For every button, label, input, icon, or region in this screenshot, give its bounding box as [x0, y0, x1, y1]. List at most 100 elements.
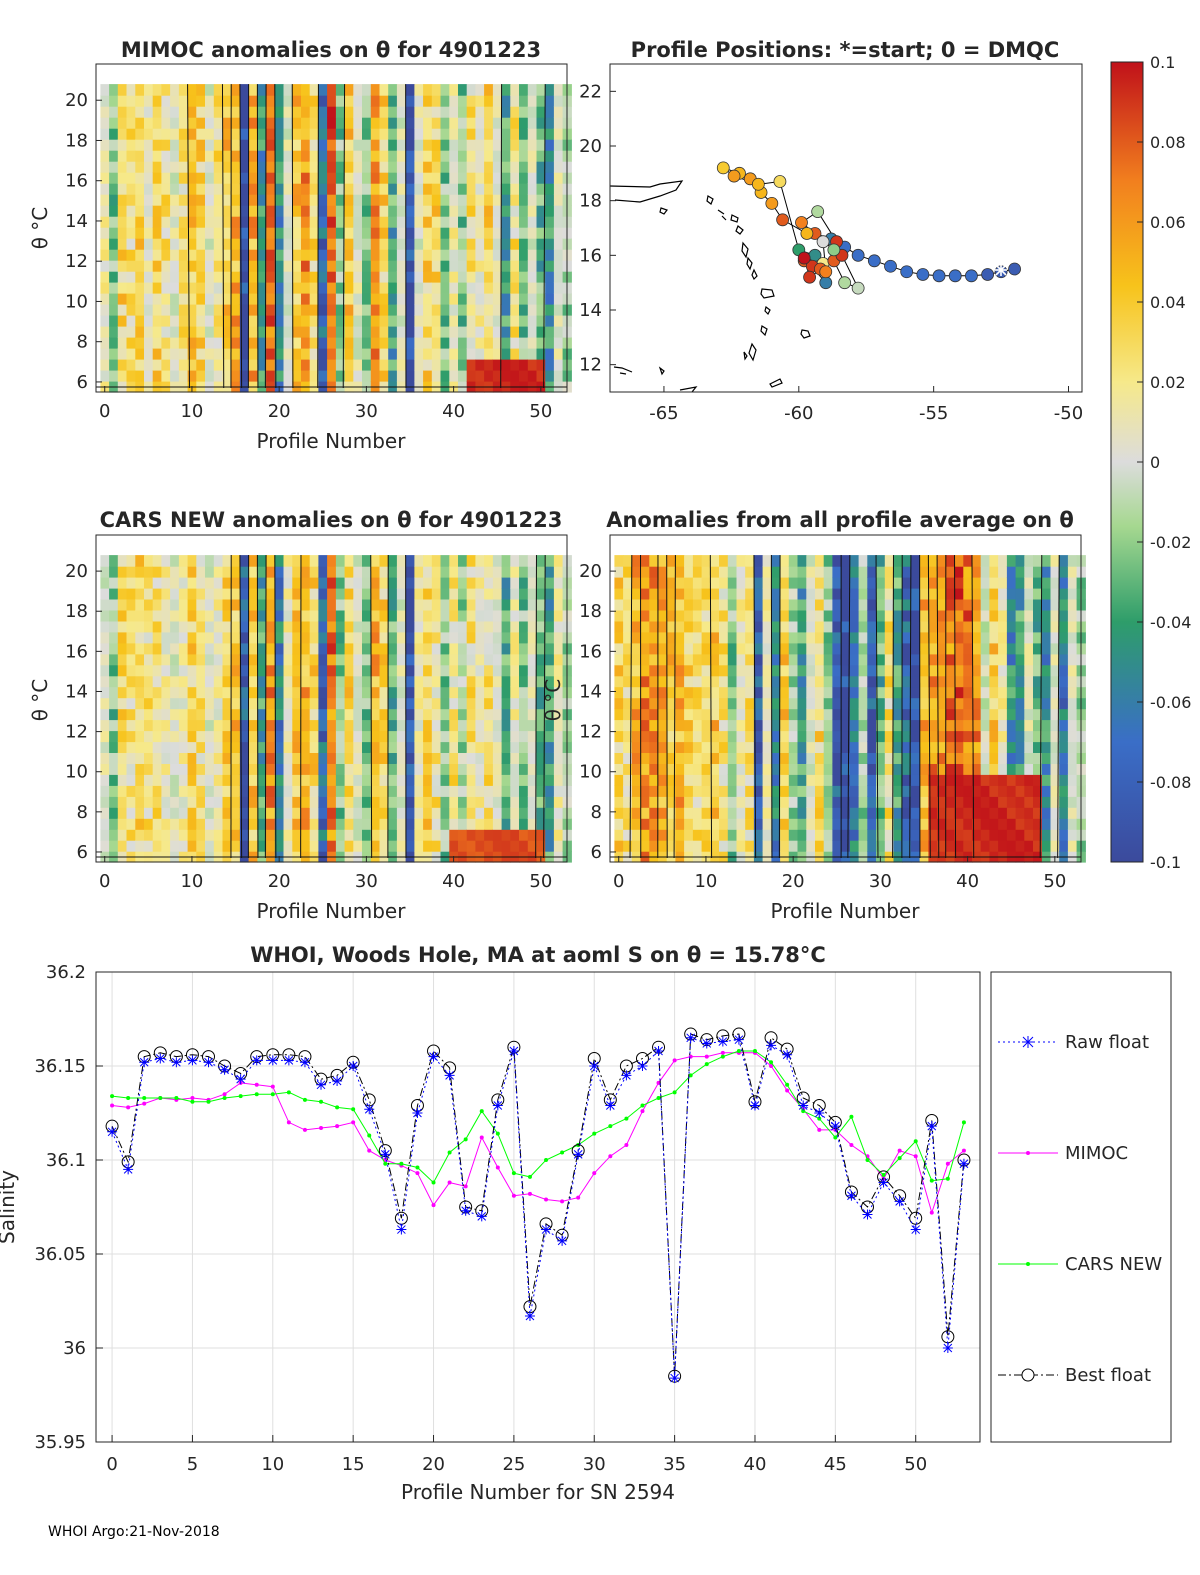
heatmap-cell	[283, 183, 293, 195]
heatmap-cell	[135, 686, 145, 699]
heatmap-cell	[884, 620, 895, 633]
heatmap-cell	[501, 829, 511, 841]
heatmap-cell	[998, 598, 1008, 611]
heatmap-cell	[170, 609, 180, 622]
heatmap-cell	[623, 741, 633, 753]
heatmap-cell	[631, 730, 642, 743]
heatmap-cell	[205, 840, 215, 852]
heatmap-cell	[187, 719, 197, 732]
heatmap-cell	[379, 249, 389, 261]
heatmap-cell	[972, 566, 982, 578]
heatmap-cell	[545, 829, 555, 841]
heatmap-cell	[788, 609, 799, 622]
heatmap-cell	[858, 555, 868, 567]
heatmap-cell	[423, 642, 433, 655]
heatmap-cell	[458, 117, 468, 129]
heatmap-cell	[231, 205, 241, 217]
heatmap-cell	[466, 697, 476, 710]
heatmap-cell	[788, 642, 799, 655]
series-line	[112, 1050, 965, 1184]
heatmap-cell	[353, 150, 363, 162]
heatmap-cell	[248, 577, 258, 589]
heatmap-cell	[117, 785, 128, 797]
colorbar: 0.10.080.060.040.020-0.02-0.04-0.06-0.08…	[1110, 53, 1191, 872]
salinity-title: WHOI, Woods Hole, MA at aoml S on θ = 15…	[250, 943, 826, 967]
heatmap-cell	[501, 697, 511, 710]
heatmap-cell	[231, 249, 241, 261]
heatmap-cell	[161, 315, 171, 327]
heatmap-cell	[301, 752, 311, 764]
heatmap-cell	[806, 686, 816, 699]
heatmap-cell	[475, 697, 485, 710]
heatmap-cell	[170, 708, 180, 721]
heatmap-cell	[475, 249, 485, 261]
start-marker	[995, 264, 1007, 276]
heatmap-cell	[727, 598, 738, 611]
contour-line	[770, 555, 773, 858]
heatmap-cell	[257, 227, 267, 239]
heatmap-cell	[466, 686, 476, 699]
series-point	[495, 1131, 500, 1136]
heatmap-cell	[527, 774, 538, 786]
heatmap-cell	[858, 620, 868, 633]
profile-marker	[1008, 262, 1021, 276]
heatmap-cell	[945, 774, 956, 786]
heatmap-cell	[239, 150, 250, 162]
heatmap-cell	[536, 785, 546, 797]
heatmap-cell	[666, 752, 676, 764]
heatmap-cell	[231, 238, 241, 250]
heatmap-cell	[388, 161, 398, 173]
heatmap-cell	[945, 609, 956, 622]
heatmap-cell	[510, 117, 520, 129]
heatmap-cell	[152, 249, 162, 261]
heatmap-cell	[466, 829, 476, 841]
heatmap-cell	[527, 337, 538, 349]
heatmap-cell	[545, 730, 555, 743]
heatmap-cell	[658, 577, 668, 589]
heatmap-cell	[414, 260, 424, 272]
series-point	[560, 1199, 565, 1204]
heatmap-cell	[135, 774, 145, 786]
heatmap-cell	[666, 829, 676, 841]
heatmap-cell	[396, 370, 407, 382]
heatmap-cell	[388, 249, 398, 261]
heatmap-cell	[710, 697, 720, 710]
heatmap-cell	[727, 752, 738, 764]
heatmap-cell	[475, 139, 485, 151]
heatmap-cell	[135, 161, 145, 173]
heatmap-cell	[423, 807, 433, 819]
heatmap-cell	[231, 763, 241, 775]
heatmap-cell	[152, 227, 162, 239]
heatmap-cell	[466, 117, 476, 129]
heatmap-cell	[710, 566, 720, 578]
heatmap-cell	[1024, 686, 1034, 699]
contour-line	[1039, 555, 1043, 858]
heatmap-cell	[649, 642, 659, 655]
heatmap-cell	[553, 642, 564, 655]
heatmap-cell	[309, 227, 319, 239]
heatmap-cell	[231, 577, 241, 589]
heatmap-cell	[1024, 730, 1034, 743]
heatmap-cell	[614, 697, 624, 710]
heatmap-cell	[152, 818, 162, 830]
heatmap-cell	[1024, 840, 1034, 852]
heatmap-cell	[370, 370, 381, 382]
colorbar-tick-label: 0.1	[1150, 53, 1175, 72]
heatmap-cell	[1059, 577, 1069, 589]
heatmap-cell	[449, 216, 459, 228]
heatmap-cell	[466, 183, 476, 195]
heatmap-cell	[423, 183, 433, 195]
heatmap-cell	[658, 686, 668, 699]
heatmap-cell	[484, 763, 494, 775]
heatmap-cell	[963, 620, 973, 633]
heatmap-cell	[196, 337, 206, 349]
heatmap-cell	[117, 95, 128, 107]
heatmap-cell	[431, 675, 442, 688]
heatmap-cell	[161, 95, 171, 107]
heatmap-cell	[954, 807, 964, 819]
heatmap-cell	[954, 566, 964, 578]
heatmap-cell	[1050, 697, 1060, 710]
heatmap-cell	[248, 774, 258, 786]
heatmap-cell	[117, 249, 128, 261]
heatmap-cell	[631, 840, 642, 852]
